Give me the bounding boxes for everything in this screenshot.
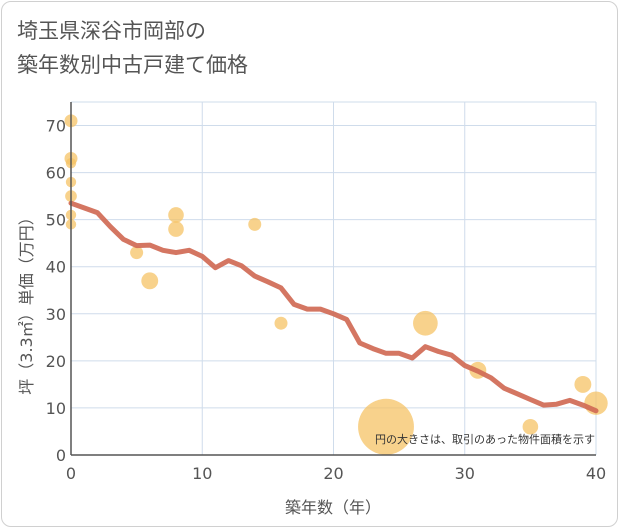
x-tick-label: 40 — [586, 464, 606, 483]
y-tick-label: 30 — [46, 305, 66, 324]
y-tick-label: 50 — [46, 211, 66, 230]
x-tick-label: 10 — [192, 464, 212, 483]
y-tick-label: 70 — [46, 117, 66, 136]
chart-title: 埼玉県深谷市岡部の 築年数別中古戸建て価格 — [17, 14, 248, 82]
y-tick-label: 0 — [56, 446, 66, 465]
data-point — [574, 375, 592, 393]
tick-labels: 0 10 20 30 40 0 10 20 30 40 50 60 70 — [46, 117, 607, 483]
axes — [70, 102, 596, 456]
data-point — [248, 217, 262, 231]
data-point — [168, 221, 184, 237]
grid-lines — [71, 101, 597, 455]
x-tick-label: 20 — [323, 464, 343, 483]
data-point — [522, 418, 539, 435]
x-tick-label: 30 — [455, 464, 475, 483]
data-point — [168, 207, 184, 223]
data-point — [141, 272, 159, 290]
trend-line-layer — [68, 200, 599, 414]
y-tick-label: 20 — [46, 352, 66, 371]
data-point — [274, 316, 288, 330]
chart-title-line-2: 築年数別中古戸建て価格 — [17, 53, 248, 77]
data-point — [358, 398, 414, 455]
x-axis-label: 築年数（年） — [285, 498, 381, 517]
y-tick-label: 60 — [46, 164, 66, 183]
x-tick-label: 0 — [66, 464, 76, 483]
y-tick-label: 10 — [46, 399, 66, 418]
bubble-size-note: 円の大きさは、取引のあった物件面積を示す — [375, 432, 595, 446]
data-point — [130, 246, 144, 260]
data-points — [64, 114, 608, 455]
chart-title-line-1: 埼玉県深谷市岡部の — [17, 19, 206, 43]
data-point — [413, 310, 438, 336]
y-axis-label: 坪（3.3㎡）単価（万円） — [17, 209, 36, 394]
trend-line — [68, 200, 599, 414]
y-tick-label: 40 — [46, 258, 66, 277]
